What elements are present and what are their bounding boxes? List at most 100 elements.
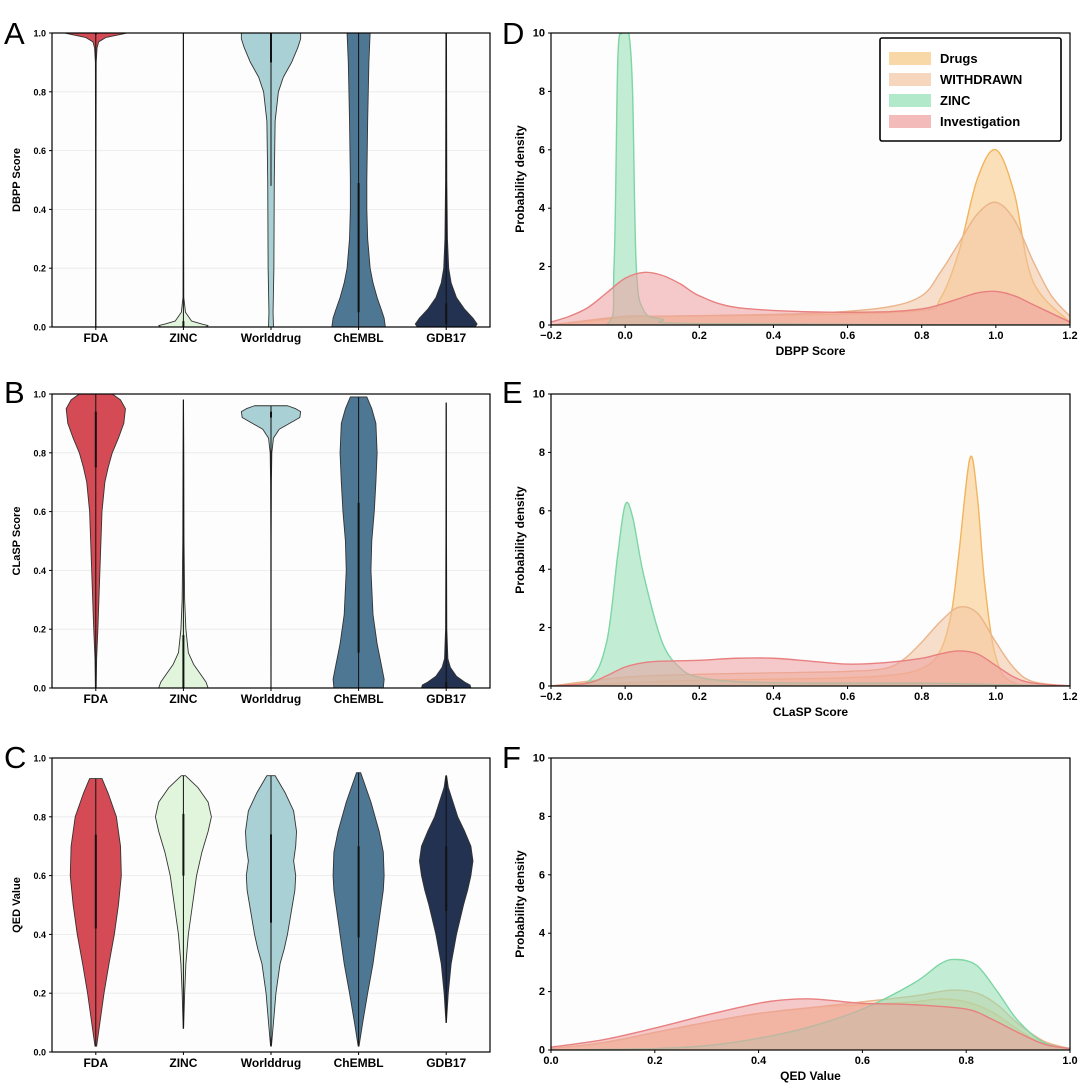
panel-c-violin-qed: C 0.0 0.2 0.4 0.6 0.8 1.0 FDA ZINC Worlddrug ChEM… <box>4 740 491 1070</box>
x-tick-label-0-2: 0.2 <box>647 1055 662 1067</box>
y-tick-label-0-6: 0.6 <box>33 871 46 881</box>
x-tick-label-chembl: ChEMBL <box>334 692 384 706</box>
x-tick-label-0-4: 0.4 <box>766 691 782 703</box>
density-area-investigation <box>551 272 1070 325</box>
x-tick-label-worlddrug: Worlddrug <box>241 1056 301 1070</box>
panel-f-density-qed: F 0 2 4 6 8 10 0.0 0.2 0.4 0.6 0.8 1.0 QED Value Prob… <box>502 740 1078 1083</box>
x-tick-label-1-2: 1.2 <box>1062 691 1077 703</box>
x-tick-label-0-6: 0.6 <box>840 691 855 703</box>
x-tick-label-0-0: 0.0 <box>617 691 632 703</box>
x-tick-label-0-2: 0.2 <box>692 330 707 342</box>
legend-label-investigation: Investigation <box>940 114 1020 129</box>
y-tick-label-2: 2 <box>539 261 545 273</box>
x-axis-label: QED Value <box>780 1069 841 1083</box>
legend-swatch-withdrawn <box>889 73 931 86</box>
y-axis-label: Probability density <box>513 486 527 594</box>
y-axis-label: Probability density <box>513 850 527 958</box>
panel-a-violin-dbpp: A 0.0 0.2 0.4 0.6 0.8 1.0 FDA ZINC Worlddrug ChEM… <box>4 16 491 345</box>
x-axis-label: CLaSP Score <box>773 705 848 719</box>
y-tick-label-0: 0 <box>539 320 545 332</box>
x-tick-label-0-4: 0.4 <box>751 1055 767 1067</box>
density-line-investigation <box>551 650 1070 686</box>
plot-frame <box>550 32 1071 326</box>
y-axis-label: DBPP Score <box>11 148 23 212</box>
x-tick-label-0-2: 0.2 <box>692 691 707 703</box>
panel-letter-d: D <box>502 16 524 51</box>
panel-letter-b: B <box>4 375 25 410</box>
density-area-drugs <box>551 456 1070 686</box>
y-tick-label-0-2: 0.2 <box>33 264 46 274</box>
x-tick-label-fda: FDA <box>83 331 108 345</box>
y-tick-label-0-0: 0.0 <box>33 684 46 694</box>
plot-frame <box>550 393 1071 687</box>
y-tick-label-2: 2 <box>539 986 545 998</box>
y-tick-label-10: 10 <box>533 753 545 765</box>
y-axis-label: QED Value <box>11 877 23 933</box>
density-area-zinc <box>551 502 1070 686</box>
y-tick-label-0: 0 <box>539 681 545 693</box>
x-tick-label-fda: FDA <box>83 1056 108 1070</box>
x-tick-label-chembl: ChEMBL <box>334 1056 384 1070</box>
x-tick-label-0-8: 0.8 <box>914 330 929 342</box>
y-tick-label-0-2: 0.2 <box>33 625 46 635</box>
panel-e-density-clasp: E 0 2 4 6 8 10 −0.2 0.0 0.2 0.4 0.6 0.8 1.0 1.2 CLaSP … <box>502 375 1078 719</box>
x-tick-label-0-8: 0.8 <box>959 1055 974 1067</box>
panel-letter-e: E <box>502 375 523 410</box>
plot-frame <box>550 757 1071 1051</box>
legend-swatch-zinc <box>889 94 931 107</box>
y-tick-label-0-8: 0.8 <box>33 812 46 822</box>
x-tick-label--0-2: −0.2 <box>540 330 562 342</box>
y-tick-label-1-0: 1.0 <box>33 754 46 764</box>
y-tick-label-10: 10 <box>533 28 545 40</box>
y-tick-label-6: 6 <box>539 869 545 881</box>
y-tick-label-0-6: 0.6 <box>33 507 46 517</box>
x-tick-label-zinc: ZINC <box>169 331 197 345</box>
x-tick-label-0-6: 0.6 <box>840 330 855 342</box>
density-area-withdrawn <box>551 202 1070 325</box>
y-tick-label-0-0: 0.0 <box>33 323 46 333</box>
density-area-investigation <box>551 650 1070 686</box>
x-tick-label-1-0: 1.0 <box>988 691 1003 703</box>
y-tick-label-8: 8 <box>539 447 545 459</box>
x-tick-label-worlddrug: Worlddrug <box>241 692 301 706</box>
x-tick-label-gdb17: GDB17 <box>426 692 466 706</box>
y-tick-label-8: 8 <box>539 86 545 98</box>
density-line-investigation <box>551 998 1070 1050</box>
legend-label-withdrawn: WITHDRAWN <box>940 72 1022 87</box>
y-tick-label-0-6: 0.6 <box>33 146 46 156</box>
y-tick-label-1-0: 1.0 <box>33 29 46 39</box>
y-tick-label-6: 6 <box>539 144 545 156</box>
x-tick-label-0-0: 0.0 <box>543 1055 558 1067</box>
y-axis-label: CLaSP Score <box>11 507 23 576</box>
x-tick-label-chembl: ChEMBL <box>334 331 384 345</box>
x-tick-label-0-4: 0.4 <box>766 330 782 342</box>
y-tick-label-0-8: 0.8 <box>33 448 46 458</box>
y-tick-label-0-4: 0.4 <box>33 566 46 576</box>
y-tick-label-0-4: 0.4 <box>33 205 46 215</box>
x-tick-label-1-0: 1.0 <box>1062 1055 1077 1067</box>
y-tick-label-0-4: 0.4 <box>33 930 46 940</box>
y-tick-label-4: 4 <box>539 203 546 215</box>
panel-b-violin-clasp: B 0.0 0.2 0.4 0.6 0.8 1.0 FDA ZINC Worlddrug ChEM… <box>4 375 491 706</box>
y-tick-label-6: 6 <box>539 505 545 517</box>
y-axis-label: Probability density <box>513 125 527 233</box>
x-tick-label-0-0: 0.0 <box>617 330 632 342</box>
legend-label-zinc: ZINC <box>940 93 971 108</box>
x-axis-label: DBPP Score <box>776 344 846 358</box>
y-tick-label-0-8: 0.8 <box>33 87 46 97</box>
legend-swatch-investigation <box>889 115 931 128</box>
x-tick-label-0-8: 0.8 <box>914 691 929 703</box>
legend-label-drugs: Drugs <box>940 51 978 66</box>
panel-d-density-dbpp: D 0 2 4 6 8 10 −0.2 0.0 0.2 0.4 0.6 0.8 1.0 1.2 DBPP S… <box>502 16 1078 358</box>
y-tick-label-8: 8 <box>539 811 545 823</box>
x-tick-label-zinc: ZINC <box>169 692 197 706</box>
y-tick-label-4: 4 <box>539 928 546 940</box>
plot-frame <box>51 393 491 689</box>
panel-letter-c: C <box>4 740 26 775</box>
x-tick-label-gdb17: GDB17 <box>426 331 466 345</box>
x-tick-label-gdb17: GDB17 <box>426 1056 466 1070</box>
x-tick-label-worlddrug: Worlddrug <box>241 331 301 345</box>
density-area-investigation <box>551 998 1070 1050</box>
plot-frame <box>51 32 491 328</box>
